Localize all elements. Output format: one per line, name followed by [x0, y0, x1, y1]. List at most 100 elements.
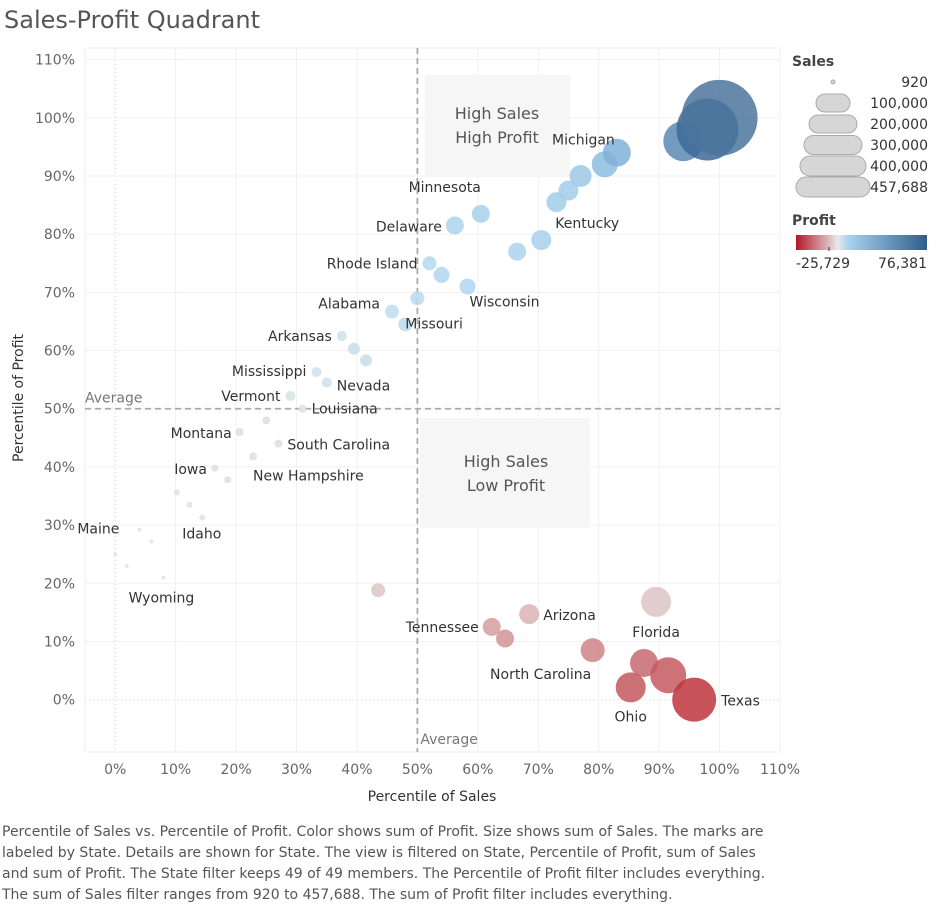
point-label: Idaho — [182, 527, 221, 543]
point-label: South Carolina — [287, 438, 390, 454]
y-tick-label: 30% — [44, 518, 75, 534]
x-tick-label: 30% — [281, 762, 312, 778]
scatter-point — [137, 527, 142, 532]
x-tick-label: 60% — [462, 762, 493, 778]
x-tick-label: 0% — [104, 762, 126, 778]
sales-legend-value: 457,688 — [870, 180, 928, 196]
sales-legend-shape — [830, 79, 836, 85]
x-tick-label: 70% — [523, 762, 554, 778]
y-tick-label: 20% — [44, 576, 75, 592]
scatter-point — [459, 278, 476, 295]
sales-legend-shape — [808, 114, 858, 134]
scatter-point — [321, 377, 332, 388]
sales-legend-value: 400,000 — [870, 159, 928, 175]
chart-caption: Percentile of Sales vs. Percentile of Pr… — [2, 824, 766, 903]
scatter-point — [445, 216, 464, 235]
quadrant-label-line1: High Sales — [464, 452, 548, 471]
scatter-point — [249, 452, 258, 461]
reference-lines: Average Average — [85, 48, 780, 752]
y-tick-label: 100% — [35, 111, 75, 127]
quadrant-label-line2: High Profit — [455, 128, 539, 147]
scatter-point — [173, 489, 180, 496]
y-axis-ticks: 0% 10% 20% 30% 40% 50% 60% 70% 80% 90% 100% 110% — [35, 53, 75, 709]
point-label: Louisiana — [312, 402, 378, 418]
data-marks — [113, 79, 758, 722]
point-label: Minnesota — [409, 180, 481, 196]
scatter-point — [336, 331, 347, 341]
y-tick-label: 80% — [44, 227, 75, 243]
scatter-point — [672, 677, 717, 722]
x-tick-label: 50% — [402, 762, 433, 778]
scatter-point — [519, 604, 540, 625]
point-label: Kentucky — [555, 216, 619, 232]
y-tick-label: 70% — [44, 285, 75, 301]
y-tick-label: 60% — [44, 344, 75, 360]
x-tick-label: 90% — [644, 762, 675, 778]
x-axis-title: Percentile of Sales — [368, 789, 497, 805]
point-label: Ohio — [615, 709, 647, 725]
scatter-point — [285, 390, 296, 401]
sales-legend-value: 920 — [901, 75, 928, 91]
x-tick-label: 10% — [160, 762, 191, 778]
x-tick-label: 40% — [341, 762, 372, 778]
quadrant-box — [425, 75, 570, 177]
scatter-point — [496, 629, 515, 648]
point-label: Wisconsin — [470, 295, 540, 311]
scatter-point — [113, 552, 118, 557]
y-tick-label: 0% — [53, 693, 75, 709]
y-average-label: Average — [85, 391, 143, 407]
scatter-point — [482, 617, 501, 636]
scatter-point — [410, 291, 425, 306]
point-label: Nevada — [337, 379, 390, 395]
y-tick-label: 40% — [44, 460, 75, 476]
point-label: Mississippi — [232, 364, 307, 380]
x-axis-ticks: 0% 10% 20% 30% 40% 50% 60% 70% 80% 90% 100% 110% — [104, 762, 800, 778]
sales-legend-value: 200,000 — [870, 117, 928, 133]
profit-legend-title: Profit — [792, 213, 836, 229]
scatter-point — [347, 342, 360, 355]
scatter-point — [569, 165, 592, 187]
x-tick-label: 20% — [221, 762, 252, 778]
sales-legend-value: 300,000 — [870, 138, 928, 154]
scatter-point — [433, 266, 450, 283]
point-label: Rhode Island — [327, 256, 418, 272]
scatter-point — [360, 354, 373, 367]
scatter-point — [161, 575, 166, 580]
scatter-point — [398, 317, 413, 332]
scatter-point — [149, 539, 154, 544]
point-label: Arizona — [543, 608, 596, 624]
x-tick-label: 80% — [583, 762, 614, 778]
scatter-point — [199, 514, 206, 521]
scatter-point — [580, 638, 605, 663]
y-tick-label: 50% — [44, 402, 75, 418]
scatter-point — [615, 672, 646, 703]
point-label: Arkansas — [268, 329, 332, 345]
scatter-point — [371, 583, 386, 598]
scatter-plot: High Sales High Profit High Sales Low Profi… — [11, 47, 928, 805]
sales-legend-shape — [815, 93, 851, 113]
scatter-point — [311, 367, 322, 378]
scatter-point — [274, 439, 283, 448]
scatter-point — [681, 79, 758, 156]
point-label: Vermont — [221, 389, 281, 405]
point-label: Missouri — [405, 316, 463, 332]
scatter-point — [641, 586, 672, 617]
sales-size-legend: 920 100,000 200,000 300,000 400,000 457,688 — [795, 75, 928, 198]
sales-legend-shape — [799, 155, 867, 177]
point-label: Texas — [720, 694, 760, 710]
scatter-point — [211, 464, 219, 472]
point-label: Tennessee — [405, 620, 479, 636]
scatter-point — [124, 563, 129, 568]
profit-max-label: 76,381 — [878, 256, 927, 272]
scatter-point — [224, 476, 232, 484]
quadrant-box — [420, 418, 590, 528]
y-tick-label: 110% — [35, 53, 75, 69]
point-label: Michigan — [552, 133, 615, 149]
point-label: Montana — [171, 426, 232, 442]
scatter-point — [186, 501, 193, 508]
point-label: Alabama — [318, 297, 380, 313]
scatter-point — [385, 304, 400, 319]
scatter-point — [422, 256, 437, 271]
data-labels: Michigan Kentucky Minnesota Delaware Wiscons… — [77, 133, 760, 726]
point-label: North Carolina — [490, 667, 591, 683]
